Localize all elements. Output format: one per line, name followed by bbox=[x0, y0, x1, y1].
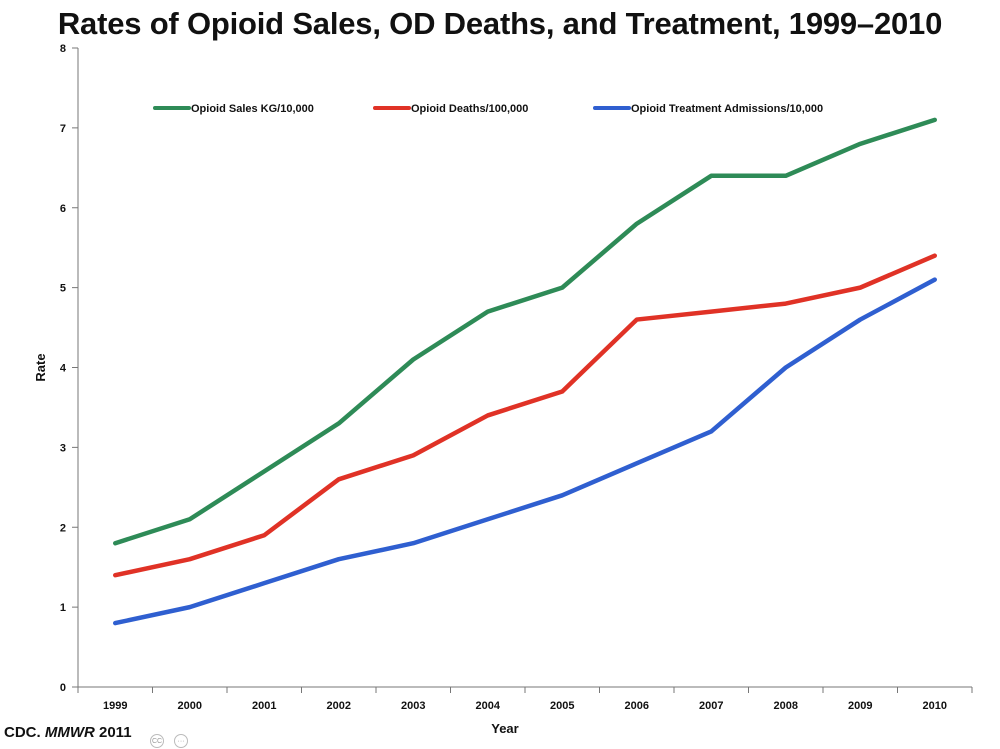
y-tick-label: 4 bbox=[60, 363, 67, 375]
x-tick-label: 2007 bbox=[699, 700, 723, 712]
x-tick-label: 2000 bbox=[178, 700, 202, 712]
series-line-3 bbox=[115, 280, 935, 623]
y-tick-label: 5 bbox=[60, 283, 66, 295]
y-tick-label: 7 bbox=[60, 123, 66, 135]
y-tick-label: 3 bbox=[60, 442, 66, 454]
more-options-icon[interactable]: ··· bbox=[174, 734, 188, 748]
legend-label: Opioid Treatment Admissions/10,000 bbox=[631, 103, 823, 115]
legend-label: Opioid Deaths/100,000 bbox=[411, 103, 528, 115]
series-line-2 bbox=[115, 256, 935, 576]
y-tick-label: 1 bbox=[60, 602, 66, 614]
y-axis-title: Rate bbox=[33, 353, 48, 381]
x-axis-title: Year bbox=[491, 721, 518, 736]
y-tick-label: 2 bbox=[60, 522, 66, 534]
series-line-1 bbox=[115, 120, 935, 543]
legend-label: Opioid Sales KG/10,000 bbox=[191, 103, 314, 115]
y-tick-label: 8 bbox=[60, 43, 66, 55]
source-year: 2011 bbox=[95, 724, 132, 741]
source-citation: CDC. MMWR 2011 bbox=[4, 724, 132, 741]
x-tick-label: 2002 bbox=[327, 700, 351, 712]
x-tick-label: 2004 bbox=[476, 700, 501, 712]
y-tick-label: 6 bbox=[60, 203, 66, 215]
source-prefix: CDC. bbox=[4, 724, 45, 741]
x-tick-label: 2009 bbox=[848, 700, 872, 712]
x-tick-label: 1999 bbox=[103, 700, 127, 712]
x-tick-label: 2005 bbox=[550, 700, 574, 712]
closed-captions-icon[interactable]: CC bbox=[150, 734, 164, 748]
x-tick-label: 2010 bbox=[923, 700, 947, 712]
source-journal: MMWR bbox=[45, 724, 95, 741]
legend: Opioid Sales KG/10,000 Opioid Deaths/100,… bbox=[155, 103, 823, 115]
x-tick-label: 2006 bbox=[625, 700, 649, 712]
axes: 0 1 2 3 4 5 6 7 8 1999 2000 2001 2002 2003 2004 2005 200… bbox=[33, 43, 972, 736]
y-tick-label: 0 bbox=[60, 682, 66, 694]
x-tick-label: 2003 bbox=[401, 700, 425, 712]
series-lines bbox=[115, 120, 935, 623]
x-tick-label: 2001 bbox=[252, 700, 276, 712]
x-tick-label: 2008 bbox=[774, 700, 798, 712]
